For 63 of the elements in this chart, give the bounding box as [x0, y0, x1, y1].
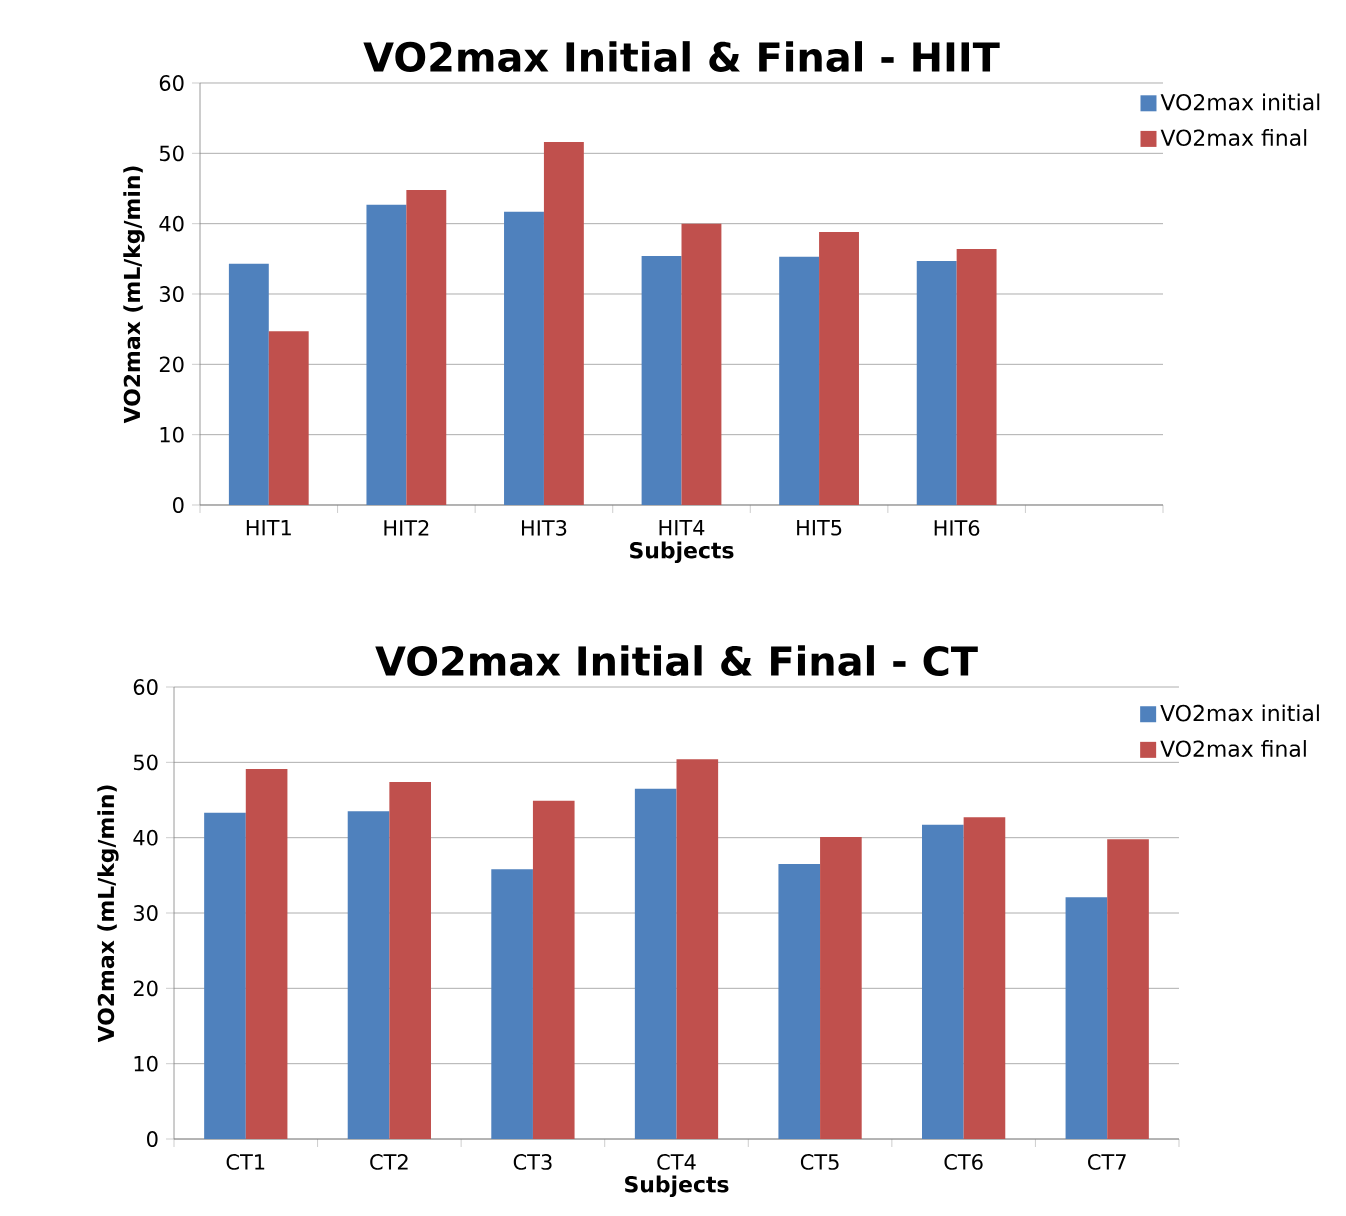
bar	[641, 256, 682, 505]
bar	[543, 142, 584, 505]
y-tick-label: 30	[159, 286, 184, 302]
bar	[268, 331, 309, 505]
y-tick-label: 10	[134, 1055, 158, 1072]
bar	[963, 817, 1006, 1139]
bar	[228, 263, 269, 505]
bar	[820, 836, 862, 1139]
y-tick-label: 20	[133, 980, 158, 997]
chart-title: VO2max Initial & Final - HIIT	[363, 41, 1000, 72]
legend-label: VO2max final	[1160, 129, 1307, 147]
legend-label: VO2max final	[1160, 740, 1306, 757]
y-tick-label: 0	[147, 1131, 158, 1147]
x-tick-label: HIT1	[246, 520, 291, 536]
y-tick-label: 10	[160, 426, 184, 443]
bar	[491, 869, 533, 1139]
y-tick-label: 40	[159, 215, 184, 232]
bar	[389, 781, 431, 1139]
y-tick-label: 20	[159, 356, 184, 373]
bar	[504, 211, 544, 505]
x-tick-label: HIT2	[384, 520, 429, 536]
bar	[778, 864, 821, 1139]
y-tick-label: 50	[133, 754, 158, 771]
x-tick-label: HIT3	[522, 520, 567, 536]
y-tick-label: 40	[133, 829, 158, 846]
bar	[819, 232, 859, 505]
x-axis-title: Subjects	[625, 1175, 729, 1197]
chart-title: VO2max Initial & Final - CT	[375, 645, 978, 677]
legend-label: VO2max initial	[1160, 93, 1320, 111]
bar	[956, 248, 997, 505]
x-tick-label: CT1	[226, 1154, 265, 1170]
bar	[676, 759, 719, 1139]
x-axis-title: Subjects	[630, 541, 734, 563]
y-tick-label: 30	[133, 905, 158, 921]
y-tick-label: 0	[173, 497, 184, 513]
bar	[922, 824, 964, 1139]
y-axis-title: VO2max (mL/kg/min)	[123, 166, 145, 424]
bar	[1107, 839, 1149, 1139]
x-tick-label: CT2	[370, 1154, 408, 1170]
legend-label: VO2max initial	[1160, 704, 1319, 722]
y-tick-label: 60	[159, 75, 184, 91]
bar	[634, 788, 677, 1139]
bar	[366, 204, 407, 505]
bar	[347, 811, 390, 1139]
bar	[532, 800, 575, 1139]
bar	[245, 769, 288, 1139]
y-axis-title: VO2max (mL/kg/min)	[97, 785, 119, 1043]
bar	[779, 256, 820, 505]
x-tick-label: CT5	[800, 1154, 839, 1170]
x-tick-label: HIT6	[934, 520, 980, 536]
x-tick-label: CT3	[513, 1154, 552, 1170]
x-tick-label: CT7	[1088, 1154, 1126, 1170]
x-tick-label: CT4	[657, 1154, 696, 1170]
bar	[1065, 897, 1108, 1139]
x-tick-label: HIT4	[659, 520, 705, 536]
bar	[681, 223, 722, 505]
y-tick-label: 60	[133, 679, 158, 695]
bar	[204, 812, 246, 1139]
y-tick-label: 50	[159, 145, 184, 162]
bar	[916, 260, 957, 505]
x-tick-label: HIT5	[797, 520, 842, 536]
bar	[406, 189, 447, 505]
x-tick-label: CT6	[944, 1154, 983, 1170]
